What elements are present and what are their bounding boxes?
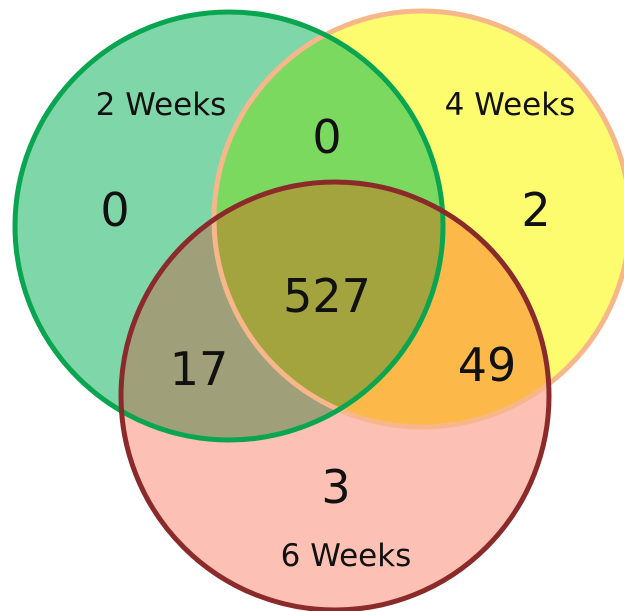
region-value-4-weeks-only: 2 xyxy=(521,183,550,237)
set-label-6-weeks: 6 Weeks xyxy=(281,538,412,574)
region-value-all-three: 527 xyxy=(283,269,371,323)
set-label-2-weeks: 2 Weeks xyxy=(96,87,227,123)
region-value-2-weeks-only: 0 xyxy=(100,183,129,237)
region-value-2-and-4-weeks: 0 xyxy=(312,110,341,164)
circle-6-weeks-outline xyxy=(118,179,552,611)
region-value-2-and-6-weeks: 17 xyxy=(170,342,229,396)
set-label-4-weeks: 4 Weeks xyxy=(445,87,576,123)
region-value-6-weeks-only: 3 xyxy=(321,460,350,514)
region-value-4-and-6-weeks: 49 xyxy=(458,338,517,392)
circle-2-weeks-outline xyxy=(12,9,446,443)
